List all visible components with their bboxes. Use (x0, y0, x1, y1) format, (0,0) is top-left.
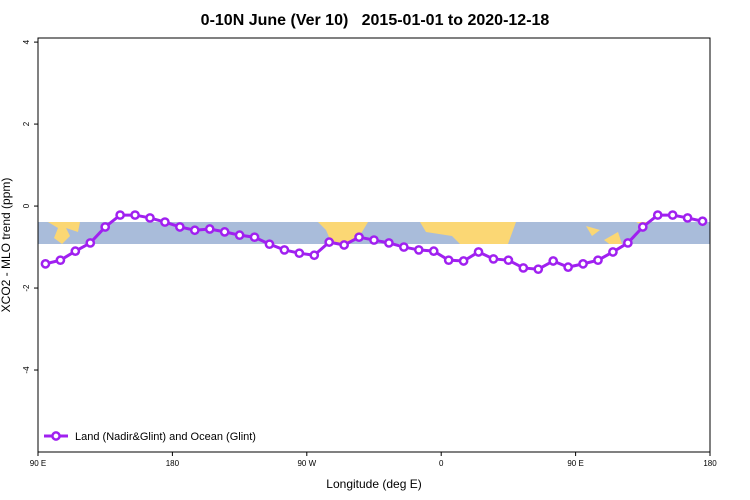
x-axis-label: Longitude (deg E) (326, 477, 421, 491)
point (458, 256, 469, 266)
point (667, 210, 678, 220)
point (443, 255, 454, 266)
point (130, 210, 140, 220)
point (652, 210, 663, 220)
point (413, 245, 424, 255)
plot-frame (37, 37, 711, 453)
point (488, 254, 499, 264)
point (145, 213, 155, 223)
point (85, 238, 96, 248)
point (55, 255, 66, 266)
point (115, 210, 125, 220)
point (339, 240, 349, 250)
point (219, 227, 230, 237)
point (608, 247, 618, 257)
point (189, 225, 200, 236)
x-tick-label: 90 E (567, 459, 583, 468)
point (428, 246, 439, 256)
point (563, 262, 573, 272)
point (160, 217, 170, 227)
point (175, 222, 185, 232)
y-tick-label: -2 (22, 284, 31, 292)
point (264, 239, 275, 250)
y-tick-label: 2 (22, 121, 31, 126)
legend-label: Land (Nadir&Glint) and Ocean (Glint) (75, 431, 256, 443)
chart-title: 0-10N June (Ver 10) 2015-01-01 to 2020-1… (201, 12, 550, 29)
point (473, 247, 484, 257)
point (294, 248, 305, 259)
point (637, 222, 648, 232)
point (354, 232, 364, 243)
point (593, 255, 603, 266)
point (249, 232, 260, 243)
point (623, 238, 633, 248)
point (204, 224, 215, 234)
point (40, 259, 51, 269)
point (697, 216, 708, 227)
point (533, 264, 544, 275)
point (578, 259, 588, 269)
point (682, 213, 693, 223)
point (369, 235, 379, 245)
point (548, 256, 559, 266)
point (518, 263, 529, 273)
point (100, 222, 111, 232)
x-tick-label: 0 (439, 459, 444, 468)
point (384, 238, 394, 248)
legend-marker (51, 431, 61, 441)
x-tick-label: 90 E (30, 459, 46, 468)
point (399, 242, 409, 252)
point (309, 250, 320, 261)
point (234, 230, 245, 241)
x-tick-label: 90 W (297, 459, 316, 468)
point (70, 246, 81, 256)
point (279, 245, 290, 255)
y-tick-label: -4 (22, 366, 31, 374)
y-tick-label: 4 (22, 39, 31, 44)
x-tick-label: 180 (166, 459, 180, 468)
x-tick-label: 180 (703, 459, 717, 468)
point (324, 237, 335, 247)
point (503, 255, 514, 266)
y-tick-label: 0 (22, 203, 31, 208)
y-axis-label: XCO2 - MLO trend (ppm) (0, 178, 13, 313)
